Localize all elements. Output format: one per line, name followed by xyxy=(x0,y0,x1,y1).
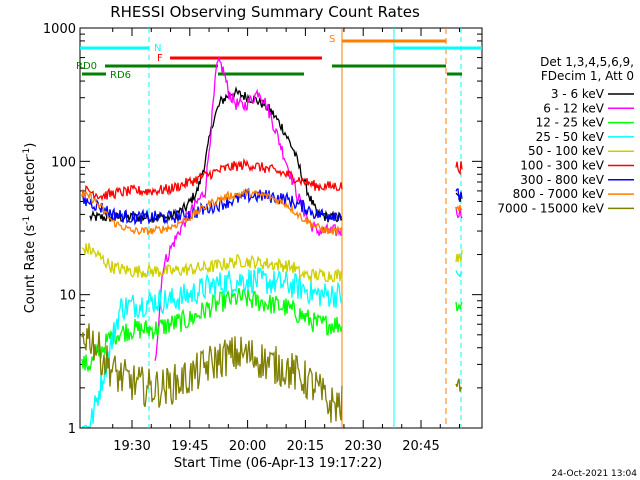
timestamp: 24-Oct-2021 13:04 xyxy=(552,469,638,479)
legend-entry-label: 7000 - 15000 keV xyxy=(497,201,604,215)
flag-label-f: F xyxy=(157,53,163,64)
flags-layer: NF S RD0 RD6 xyxy=(76,28,482,428)
y-axis-label: Count Rate (s-1 detector-1) xyxy=(22,143,38,314)
series-2-line xyxy=(81,287,343,373)
legend-entry-label: 25 - 50 keV xyxy=(536,130,605,144)
x-tick-label: 19:45 xyxy=(171,439,208,454)
series-5-tail xyxy=(455,161,463,176)
axes-layer: 19:30 19:45 20:00 20:15 20:30 20:45 1 10 100 1000 xyxy=(43,22,483,454)
legend-entry-label: 50 - 100 keV xyxy=(528,144,605,158)
legend-header-line-1: Det 1,3,4,5,6,9, xyxy=(540,55,634,69)
legend-entry-label: 6 - 12 keV xyxy=(543,101,605,115)
plot-frame xyxy=(79,27,483,429)
series-6-tail xyxy=(455,188,463,201)
series-8-line xyxy=(81,323,343,423)
series-3-line xyxy=(81,267,343,428)
legend-entry-label: 100 - 300 keV xyxy=(520,159,604,173)
series-6-line xyxy=(81,187,343,226)
chart-title: RHESSI Observing Summary Count Rates xyxy=(110,3,420,21)
series-2-tail xyxy=(455,301,463,312)
flag-label-rd6: RD6 xyxy=(110,70,131,81)
y-label-tail-sup: -1 xyxy=(22,148,32,157)
x-tick-label: 20:30 xyxy=(344,439,381,454)
series-5-line xyxy=(81,157,343,202)
x-axis-label: Start Time (06-Apr-13 19:17:22) xyxy=(174,456,382,471)
legend-entry-label: 800 - 7000 keV xyxy=(513,187,605,201)
y-label-close: ) xyxy=(23,143,38,148)
series-7-tail xyxy=(455,204,463,212)
y-label-main: Count Rate (s xyxy=(23,225,38,314)
y-label-tail: detector xyxy=(23,156,38,216)
y-tick-label: 10 xyxy=(59,289,76,304)
flag-label-n: N xyxy=(154,43,161,54)
x-tick-label: 20:45 xyxy=(402,439,439,454)
y-tick-label: 1000 xyxy=(43,22,76,37)
series-layer xyxy=(81,55,463,428)
y-label-sup: -1 xyxy=(22,216,32,225)
series-7-line xyxy=(81,188,343,236)
x-tick-label: 20:00 xyxy=(229,439,266,454)
series-1-tail xyxy=(455,206,463,219)
x-tick-label: 19:30 xyxy=(113,439,150,454)
legend-header-line-2: FDecim 1, Att 0 xyxy=(541,69,634,83)
y-tick-label: 100 xyxy=(51,155,76,170)
legend-entry-label: 300 - 800 keV xyxy=(520,173,604,187)
flag-label-s: S xyxy=(329,34,335,45)
legend-entry-label: 12 - 25 keV xyxy=(536,116,605,130)
series-3-tail xyxy=(455,270,463,279)
x-tick-label: 20:15 xyxy=(287,439,324,454)
flag-label-rd0: RD0 xyxy=(76,61,97,72)
y-tick-label: 1 xyxy=(68,422,76,437)
series-8-tail xyxy=(455,378,463,392)
series-0-line xyxy=(89,85,343,225)
series-4-tail xyxy=(455,249,463,263)
series-4-line xyxy=(81,242,343,283)
legend-entry-label: 3 - 6 keV xyxy=(551,87,605,101)
